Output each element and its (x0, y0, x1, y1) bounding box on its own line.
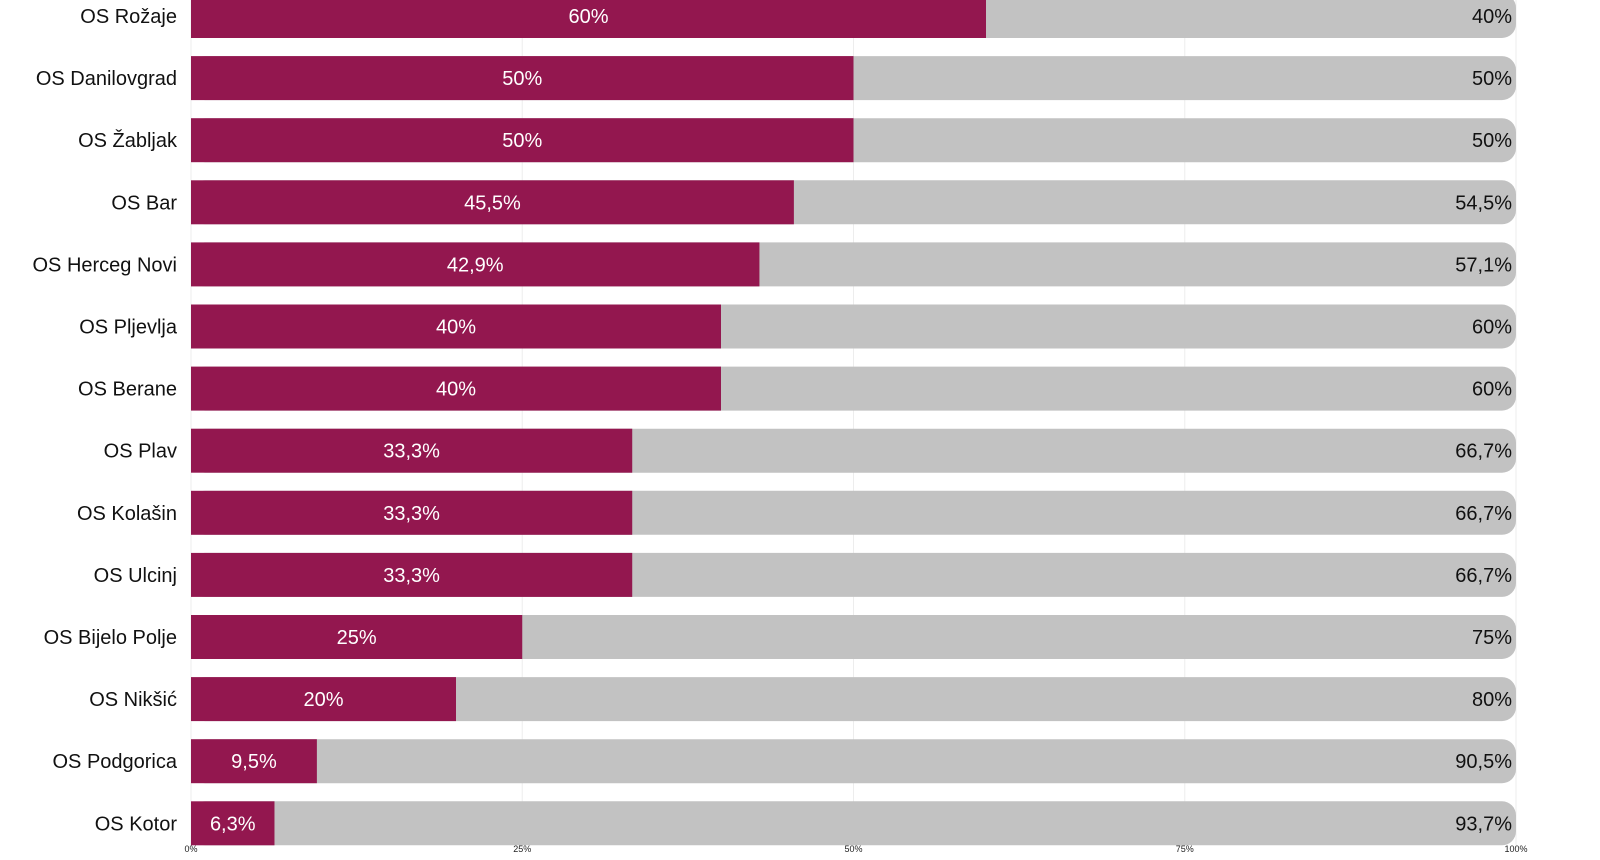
bar-primary-9 (191, 552, 633, 597)
data-label-rest: 50% (1472, 68, 1512, 90)
data-label-primary: 40% (436, 379, 476, 401)
category-label: OS Pljevlja (79, 317, 178, 339)
category-label: OS Danilovgrad (36, 68, 177, 90)
category-label: OS Berane (78, 379, 177, 401)
data-label-rest: 54,5% (1455, 192, 1512, 214)
category-label: OS Bijelo Polje (44, 627, 177, 649)
category-label: OS Podgorica (52, 751, 177, 773)
data-label-primary: 20% (303, 689, 343, 711)
data-label-rest: 60% (1472, 379, 1512, 401)
data-label-rest: 93,7% (1455, 813, 1512, 835)
category-label: OS Nikšić (89, 689, 177, 711)
data-label-primary: 6,3% (210, 813, 256, 835)
x-tick-label: 50% (844, 844, 862, 854)
category-label: OS Bar (111, 192, 177, 214)
bar-rest-11 (191, 677, 1516, 722)
bar-rest-12 (191, 739, 1516, 784)
x-tick-label: 0% (184, 844, 197, 854)
data-label-rest: 90,5% (1455, 751, 1512, 773)
data-label-rest: 66,7% (1455, 565, 1512, 587)
category-label: OS Ulcinj (94, 565, 177, 587)
data-label-rest: 66,7% (1455, 503, 1512, 525)
bar-primary-2 (191, 118, 854, 163)
bar-primary-10 (191, 615, 523, 659)
bar-primary-4 (191, 242, 760, 287)
bar-primary-13 (191, 801, 275, 846)
data-label-rest: 50% (1472, 130, 1512, 152)
category-label: OS Herceg Novi (33, 254, 178, 276)
category-label: OS Kolašin (77, 503, 177, 525)
bar-rest-13 (191, 801, 1516, 846)
data-label-primary: 33,3% (383, 503, 440, 525)
bar-primary-8 (191, 490, 633, 535)
data-label-rest: 66,7% (1455, 441, 1512, 463)
data-label-primary: 9,5% (231, 751, 277, 773)
data-label-rest: 40% (1472, 6, 1512, 28)
data-label-rest: 75% (1472, 627, 1512, 649)
category-label: OS Žabljak (78, 129, 178, 152)
data-label-rest: 80% (1472, 689, 1512, 711)
category-label: OS Rožaje (80, 6, 177, 28)
data-label-rest: 60% (1472, 317, 1512, 339)
bar-primary-0 (191, 0, 986, 38)
data-label-primary: 33,3% (383, 565, 440, 587)
bar-primary-6 (191, 366, 721, 411)
bar-primary-11 (191, 677, 456, 722)
bar-primary-3 (191, 180, 794, 225)
data-label-primary: 42,9% (447, 254, 504, 276)
bar-primary-1 (191, 56, 854, 101)
data-label-primary: 50% (502, 130, 542, 152)
data-label-primary: 40% (436, 317, 476, 339)
data-label-primary: 60% (568, 6, 608, 28)
bar-primary-7 (191, 428, 633, 473)
data-label-primary: 25% (337, 627, 377, 649)
bar-primary-5 (191, 304, 721, 349)
data-label-rest: 57,1% (1455, 254, 1512, 276)
bar-primary-12 (191, 739, 317, 784)
category-label: OS Kotor (95, 813, 178, 835)
x-tick-label: 100% (1504, 844, 1527, 854)
x-tick-label: 75% (1176, 844, 1194, 854)
data-label-primary: 45,5% (464, 192, 521, 214)
data-label-primary: 33,3% (383, 441, 440, 463)
category-label: OS Plav (104, 441, 177, 463)
x-tick-label: 25% (513, 844, 531, 854)
data-label-primary: 50% (502, 68, 542, 90)
